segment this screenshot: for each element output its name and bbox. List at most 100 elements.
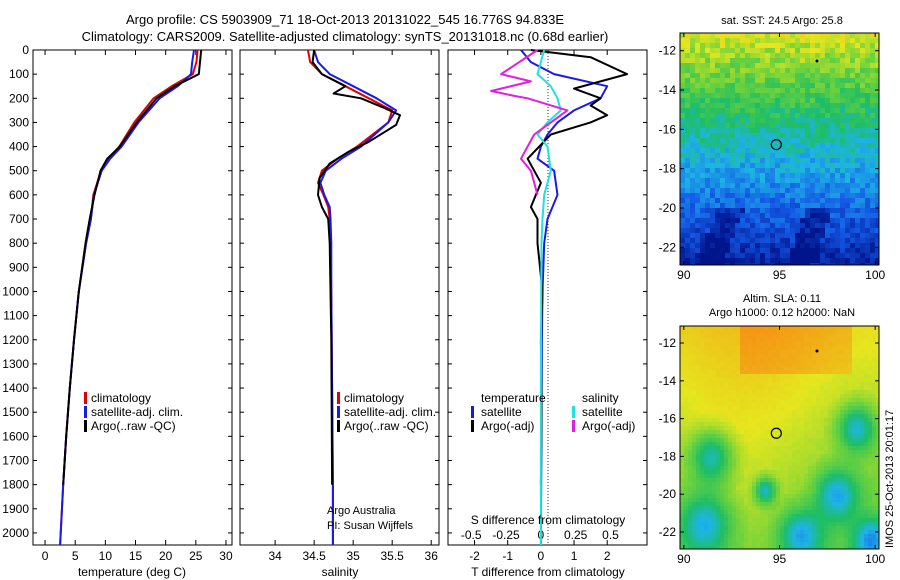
heatmap-cell — [745, 83, 751, 89]
heatmap-cell — [844, 498, 849, 503]
heatmap-cell — [856, 382, 861, 387]
heatmap-cell — [780, 450, 785, 455]
heatmap-cell — [816, 342, 821, 347]
heatmap-cell — [795, 248, 801, 254]
heatmap-cell — [824, 490, 829, 495]
heatmap-cell — [700, 330, 705, 335]
heatmap-cell — [732, 386, 737, 391]
heatmap-cell — [712, 406, 717, 411]
heatmap-cell — [820, 53, 826, 59]
heatmap-cell — [764, 486, 769, 491]
heatmap-cell — [860, 58, 866, 64]
heatmap-cell — [790, 148, 796, 154]
heatmap-cell — [830, 248, 836, 254]
heatmap-cell — [744, 410, 749, 415]
heatmap-cell — [740, 168, 746, 174]
heatmap-cell — [724, 334, 729, 339]
heatmap-cell — [716, 506, 721, 511]
heatmap-cell — [820, 338, 825, 343]
heatmap-cell — [850, 128, 856, 134]
heatmap-cell — [710, 68, 716, 74]
heatmap-cell — [736, 362, 741, 367]
heatmap-cell — [720, 168, 726, 174]
heatmap-cell — [795, 123, 801, 129]
heatmap-cell — [772, 438, 777, 443]
heatmap-cell — [780, 534, 785, 539]
s-tick-label: -0.5 — [461, 528, 482, 542]
heatmap-cell — [848, 422, 853, 427]
heatmap-cell — [736, 526, 741, 531]
heatmap-cell — [804, 442, 809, 447]
heatmap-cell — [825, 153, 831, 159]
heatmap-cell — [860, 238, 866, 244]
heatmap-cell — [704, 326, 709, 331]
heatmap-cell — [684, 466, 689, 471]
heatmap-cell — [760, 188, 766, 194]
heatmap-cell — [850, 113, 856, 119]
heatmap-cell — [740, 422, 745, 427]
heatmap-cell — [835, 228, 841, 234]
heatmap-cell — [735, 33, 741, 39]
heatmap-cell — [685, 103, 691, 109]
heatmap-cell — [796, 474, 801, 479]
heatmap-cell — [836, 422, 841, 427]
heatmap-cell — [860, 338, 865, 343]
heatmap-cell — [828, 526, 833, 531]
heatmap-cell — [844, 490, 849, 495]
heatmap-cell — [828, 374, 833, 379]
heatmap-cell — [735, 168, 741, 174]
heatmap-cell — [855, 153, 861, 159]
heatmap-cell — [868, 486, 873, 491]
heatmap-cell — [790, 153, 796, 159]
heatmap-cell — [712, 374, 717, 379]
heatmap-cell — [725, 88, 731, 94]
heatmap-cell — [836, 474, 841, 479]
heatmap-cell — [744, 330, 749, 335]
heatmap-cell — [860, 263, 866, 265]
heatmap-cell — [830, 178, 836, 184]
heatmap-cell — [692, 390, 697, 395]
heatmap-cell — [760, 258, 766, 264]
heatmap-cell — [792, 330, 797, 335]
heatmap-cell — [816, 446, 821, 451]
heatmap-cell — [688, 394, 693, 399]
heatmap-cell — [845, 93, 851, 99]
heatmap-cell — [736, 498, 741, 503]
heatmap-cell — [725, 83, 731, 89]
heatmap-cell — [795, 38, 801, 44]
heatmap-cell — [808, 434, 813, 439]
heatmap-cell — [825, 178, 831, 184]
heatmap-cell — [865, 133, 871, 139]
heatmap-cell — [800, 193, 806, 199]
heatmap-cell — [764, 538, 769, 543]
heatmap-cell — [865, 263, 871, 265]
heatmap-cell — [748, 518, 753, 523]
series-line-argo-raw-qc — [311, 49, 401, 485]
heatmap-cell — [796, 350, 801, 355]
heatmap-cell — [825, 53, 831, 59]
heatmap-cell — [860, 510, 865, 515]
heatmap-cell — [788, 490, 793, 495]
heatmap-cell — [876, 330, 879, 335]
heatmap-cell — [735, 203, 741, 209]
heatmap-cell — [872, 374, 877, 379]
heatmap-cell — [872, 438, 877, 443]
heatmap-cell — [816, 350, 821, 355]
heatmap-cell — [684, 346, 689, 351]
heatmap-cell — [708, 470, 713, 475]
heatmap-cell — [796, 446, 801, 451]
heatmap-cell — [756, 410, 761, 415]
heatmap-cell — [685, 243, 691, 249]
heatmap-cell — [748, 490, 753, 495]
heatmap-cell — [816, 334, 821, 339]
heatmap-cell — [745, 63, 751, 69]
heatmap-cell — [680, 103, 686, 109]
heatmap-cell — [712, 522, 717, 527]
heatmap-cell — [695, 143, 701, 149]
heatmap-cell — [684, 394, 689, 399]
heatmap-cell — [836, 442, 841, 447]
heatmap-cell — [680, 394, 685, 399]
heatmap-cell — [764, 530, 769, 535]
heatmap-cell — [692, 482, 697, 487]
heatmap-cell — [688, 326, 693, 331]
